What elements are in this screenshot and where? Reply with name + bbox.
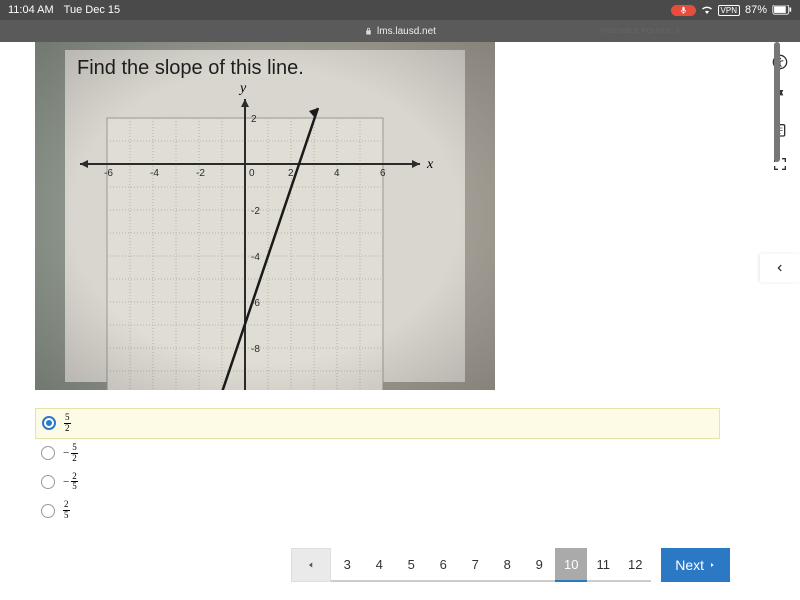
pager-page-3[interactable]: 3 bbox=[331, 548, 363, 580]
status-time: 11:04 AM bbox=[8, 4, 54, 16]
triangle-right-icon bbox=[708, 561, 716, 569]
radio-unchecked-icon bbox=[41, 446, 55, 460]
next-button[interactable]: Next bbox=[661, 548, 730, 582]
answer-option-2[interactable]: −52 bbox=[35, 439, 720, 468]
answer-option-1[interactable]: 52 bbox=[35, 408, 720, 439]
side-toolbar bbox=[760, 42, 800, 600]
pager-page-10[interactable]: 10 bbox=[555, 548, 587, 580]
graph-svg: Find the slope of this line. bbox=[35, 42, 495, 390]
url-text: lms.lausd.net bbox=[377, 26, 436, 37]
pager-page-6[interactable]: 6 bbox=[427, 548, 459, 580]
pager-prev-button[interactable] bbox=[291, 548, 331, 582]
browser-url-bar[interactable]: lms.lausd.net bbox=[0, 20, 800, 42]
ipad-status-bar: 11:04 AM Tue Dec 15 VPN 87% bbox=[0, 0, 800, 20]
negative-sign: − bbox=[63, 476, 69, 488]
battery-percent: 87% bbox=[745, 4, 767, 16]
radio-unchecked-icon bbox=[41, 475, 55, 489]
radio-unchecked-icon bbox=[41, 504, 55, 518]
pager-page-12[interactable]: 12 bbox=[619, 548, 651, 580]
negative-sign: − bbox=[63, 447, 69, 459]
question-panel: POSSIBLE POINTS: 2 Find the slope of thi… bbox=[0, 42, 760, 600]
pager-numbers: 3 4 5 6 7 8 9 10 11 12 bbox=[331, 548, 651, 582]
pager-page-5[interactable]: 5 bbox=[395, 548, 427, 580]
status-date: Tue Dec 15 bbox=[64, 4, 120, 16]
pager-underline bbox=[555, 580, 587, 582]
question-pager: 3 4 5 6 7 8 9 10 11 12 Next bbox=[291, 548, 730, 582]
pager-page-7[interactable]: 7 bbox=[459, 548, 491, 580]
question-image: Find the slope of this line. bbox=[35, 42, 495, 390]
mic-indicator bbox=[671, 5, 696, 16]
mic-icon bbox=[679, 6, 688, 15]
lock-icon bbox=[364, 27, 373, 36]
chevron-left-icon bbox=[775, 261, 785, 275]
answer-option-3[interactable]: −25 bbox=[35, 468, 720, 497]
pager-page-8[interactable]: 8 bbox=[491, 548, 523, 580]
wifi-icon bbox=[701, 4, 713, 16]
pager-page-4[interactable]: 4 bbox=[363, 548, 395, 580]
triangle-left-icon bbox=[306, 560, 316, 570]
pager-page-9[interactable]: 9 bbox=[523, 548, 555, 580]
scrollbar[interactable] bbox=[774, 42, 780, 162]
vpn-badge: VPN bbox=[718, 5, 740, 16]
answer-choices: 52 −52 −25 25 bbox=[35, 408, 720, 525]
radio-checked-icon bbox=[42, 416, 56, 430]
collapse-toolbar-button[interactable] bbox=[760, 254, 800, 282]
battery-icon bbox=[772, 5, 792, 15]
pager-page-11[interactable]: 11 bbox=[587, 548, 619, 580]
points-possible: POSSIBLE POINTS: 2 bbox=[601, 28, 680, 35]
answer-option-4[interactable]: 25 bbox=[35, 496, 720, 525]
